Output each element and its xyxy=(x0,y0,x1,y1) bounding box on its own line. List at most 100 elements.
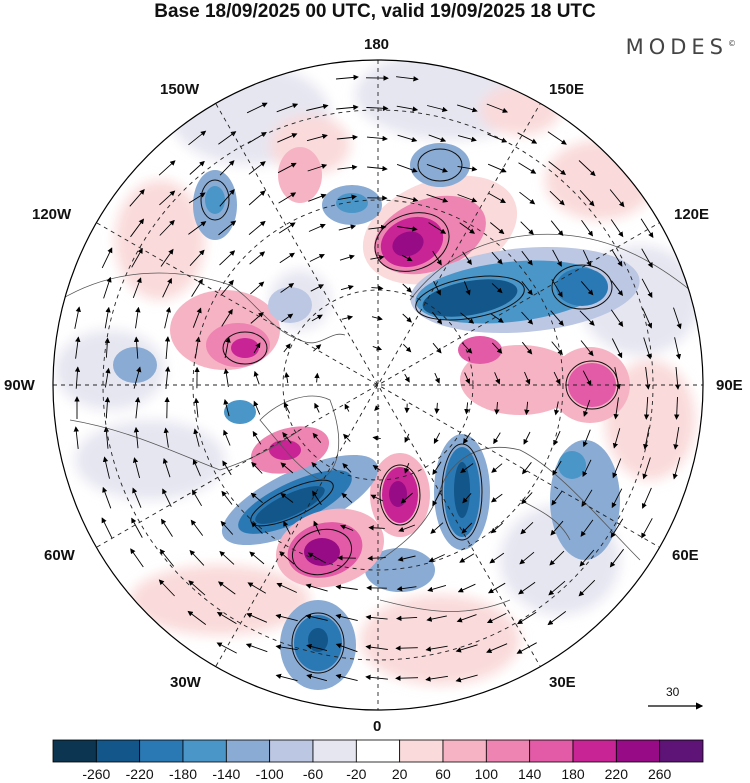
wind-vector xyxy=(641,518,653,539)
wind-vector xyxy=(281,313,294,323)
wind-vector xyxy=(249,551,265,565)
wind-vector xyxy=(282,431,292,444)
wind-vector xyxy=(428,222,447,234)
wind-vector xyxy=(335,673,358,682)
wind-vector xyxy=(610,219,624,238)
wind-vector xyxy=(372,345,383,351)
wind-vector xyxy=(580,340,594,357)
wind-vector xyxy=(426,163,448,173)
wind-vector xyxy=(457,194,478,203)
wind-vector xyxy=(248,190,266,206)
wind-vector xyxy=(161,518,173,537)
wind-vector xyxy=(220,279,234,296)
lat-circle-50 xyxy=(192,199,564,571)
wind-vector xyxy=(305,583,328,592)
wind-vector xyxy=(519,551,535,565)
wind-vector xyxy=(521,250,533,266)
wind-vector xyxy=(314,402,320,413)
wind-vector xyxy=(190,519,204,536)
wind-vector xyxy=(397,555,416,562)
wind-vector xyxy=(219,160,235,176)
wind-vector xyxy=(432,461,442,476)
wind-vector xyxy=(553,401,560,416)
contours xyxy=(200,148,619,674)
wind-vector xyxy=(368,224,387,231)
wind-vector xyxy=(455,674,478,683)
feature-scandinavia-high xyxy=(370,453,430,537)
wind-vector xyxy=(582,459,592,478)
colorbar-swatch xyxy=(182,739,227,763)
greenland-coast xyxy=(259,395,340,481)
wind-vector xyxy=(336,134,358,141)
wind-vector xyxy=(641,248,653,269)
wind-vector xyxy=(250,312,264,324)
wind-vector xyxy=(462,493,472,504)
wind-vector xyxy=(457,135,477,142)
wind-vector xyxy=(464,402,470,415)
anomaly-background xyxy=(55,60,700,685)
wind-vector xyxy=(491,342,503,354)
wind-vector xyxy=(404,462,410,474)
wind-vector xyxy=(611,488,623,509)
wind-vector xyxy=(104,306,111,329)
wind-vector xyxy=(283,343,291,353)
wind-vector xyxy=(246,613,268,623)
wind-vector xyxy=(518,581,536,595)
siberia-coast xyxy=(409,233,691,301)
wind-vector xyxy=(283,520,291,535)
wind-vector xyxy=(374,405,380,411)
wind-vector xyxy=(162,277,172,298)
colorbar-tick-label: 220 xyxy=(604,766,629,782)
wind-vector xyxy=(338,224,357,231)
feature-greenland-high xyxy=(250,426,385,588)
colorbar-swatch xyxy=(485,739,531,763)
wind-vector xyxy=(189,249,205,267)
wind-vector xyxy=(343,433,351,442)
wind-vector xyxy=(490,493,503,503)
wind-vector xyxy=(341,492,353,503)
wind-vector xyxy=(188,221,207,235)
wind-vector xyxy=(222,460,232,476)
wind-vector xyxy=(516,642,537,654)
wind-vector xyxy=(162,457,171,478)
wind-vector xyxy=(134,396,141,419)
wind-vector xyxy=(402,313,412,323)
wind-vector xyxy=(221,490,233,505)
wind-vector xyxy=(187,610,207,625)
wind-vector xyxy=(395,675,419,681)
wind-vector xyxy=(337,194,357,201)
wind-vector xyxy=(280,462,294,474)
wind-vector xyxy=(278,222,296,234)
lon-label-60e: 60E xyxy=(672,547,699,564)
wind-vector xyxy=(521,341,533,355)
wind-vector xyxy=(104,337,111,358)
wind-vector xyxy=(367,165,388,172)
lon-label-150e: 150E xyxy=(549,81,585,98)
wind-vector xyxy=(524,401,530,416)
wind-vector xyxy=(426,615,447,622)
wind-vector xyxy=(462,432,471,444)
wind-vector xyxy=(372,435,381,441)
wind-vector xyxy=(279,551,295,565)
wind-vector xyxy=(163,427,169,448)
wind-vector xyxy=(275,613,298,622)
wind-vector xyxy=(549,190,565,206)
colorbar-swatch xyxy=(355,739,401,763)
colorbar-swatch xyxy=(529,739,574,763)
wind-vector xyxy=(673,427,680,450)
wind-vector xyxy=(491,283,503,294)
wind-vector xyxy=(488,582,506,594)
wind-vector xyxy=(402,283,412,293)
wind-vector xyxy=(396,163,418,173)
colorbar-swatch xyxy=(269,739,314,763)
wind-vector xyxy=(579,189,595,207)
wind-vector xyxy=(133,336,140,359)
wind-vector xyxy=(642,308,653,329)
feature-central-asia-low xyxy=(224,400,620,560)
lon-label-120e: 120E xyxy=(674,206,710,223)
wind-vector xyxy=(368,525,385,531)
feature-north-pacific-low xyxy=(410,246,640,334)
wind-vector xyxy=(521,311,534,325)
north-america-coast xyxy=(59,272,346,344)
